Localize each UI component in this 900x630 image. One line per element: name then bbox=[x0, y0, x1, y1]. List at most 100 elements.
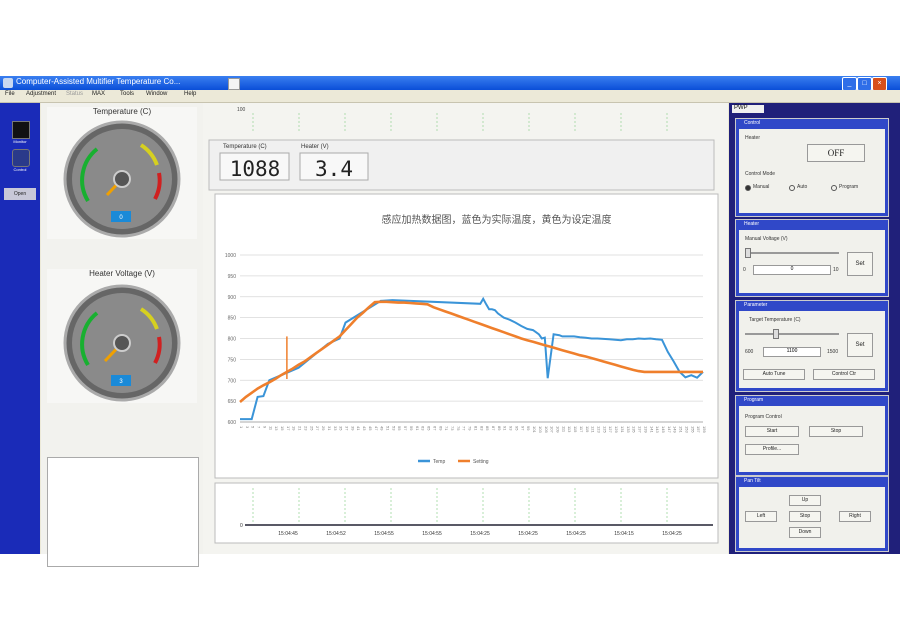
program-start-button[interactable]: Start bbox=[745, 426, 799, 437]
x-tick-label: 45 bbox=[368, 426, 373, 431]
auto-tune-button[interactable]: Auto Tune bbox=[743, 369, 805, 380]
move-down-button[interactable]: Down bbox=[789, 527, 821, 538]
menu-file[interactable]: File bbox=[5, 91, 15, 97]
temperature-gauge-box: Temperature (C) 0 bbox=[47, 107, 197, 239]
bottom-axis-tick: 15:04:55 bbox=[422, 531, 442, 537]
program-panel-title: Program bbox=[744, 397, 764, 403]
x-tick-label: 53 bbox=[391, 426, 396, 431]
log-area bbox=[47, 457, 199, 567]
x-tick-label: 49 bbox=[380, 426, 385, 431]
move-right-button[interactable]: Right bbox=[839, 511, 871, 522]
tab-pwp[interactable]: PWP bbox=[732, 105, 764, 113]
heater-display-label: Heater (V) bbox=[301, 144, 329, 150]
x-tick-label: 95 bbox=[514, 426, 519, 431]
control-panel: Control Heater OFF Control Mode Manual A… bbox=[735, 118, 889, 217]
x-tick-label: 37 bbox=[344, 426, 349, 431]
y-tick-label: 950 bbox=[228, 274, 237, 280]
move-up-button[interactable]: Up bbox=[789, 495, 821, 506]
legend-label-temp: Temp bbox=[433, 459, 445, 465]
voltage-max: 10 bbox=[833, 267, 839, 273]
x-tick-label: 159 bbox=[702, 426, 707, 433]
x-tick-label: 5 bbox=[251, 426, 256, 429]
x-tick-label: 147 bbox=[667, 426, 672, 433]
control-panel-title: Control bbox=[744, 120, 761, 126]
x-tick-label: 105 bbox=[544, 426, 549, 433]
x-tick-label: 69 bbox=[438, 426, 443, 431]
voltage-slider-track[interactable] bbox=[745, 252, 839, 254]
radio-program-label: Program bbox=[839, 184, 859, 190]
x-tick-label: 57 bbox=[403, 426, 408, 431]
radio-program[interactable] bbox=[831, 185, 837, 191]
title-bar: Computer-Assisted Multifier Temperature … bbox=[0, 76, 900, 91]
menu-window[interactable]: Window bbox=[146, 91, 168, 97]
control-ctr-button[interactable]: Control Ctr bbox=[813, 369, 875, 380]
nav-monitor-label: Monitor bbox=[13, 139, 27, 144]
x-tick-label: 115 bbox=[573, 426, 578, 433]
voltage-min: 0 bbox=[743, 267, 746, 273]
minimize-button[interactable]: _ bbox=[842, 77, 857, 91]
x-tick-label: 77 bbox=[462, 426, 467, 431]
bottom-axis-tick: 15:04:25 bbox=[566, 531, 586, 537]
menu-status[interactable]: Status bbox=[66, 91, 84, 97]
close-button[interactable]: × bbox=[872, 77, 887, 91]
x-tick-label: 151 bbox=[679, 426, 684, 433]
x-tick-label: 125 bbox=[602, 426, 607, 433]
move-stop-button[interactable]: Stop bbox=[789, 511, 821, 522]
x-tick-label: 97 bbox=[520, 426, 525, 431]
nav-control-label: Control bbox=[13, 167, 27, 172]
bottom-axis-tick: 15:04:45 bbox=[278, 531, 298, 537]
bottom-axis-tick: 15:04:52 bbox=[326, 531, 346, 537]
temperature-gauge-label: Temperature (C) bbox=[92, 107, 152, 116]
bottom-axis-tick: 15:04:25 bbox=[518, 531, 538, 537]
radio-manual[interactable] bbox=[745, 185, 751, 191]
y-tick-label: 1000 bbox=[225, 253, 236, 259]
x-tick-label: 107 bbox=[550, 426, 555, 433]
program-stop-button[interactable]: Stop bbox=[809, 426, 863, 437]
bottom-axis-left: 0 bbox=[240, 523, 243, 529]
menu-adjustment[interactable]: Adjustment bbox=[26, 91, 57, 97]
x-tick-label: 153 bbox=[684, 426, 689, 433]
x-tick-label: 103 bbox=[538, 426, 543, 433]
x-tick-label: 43 bbox=[362, 426, 367, 431]
x-tick-label: 149 bbox=[673, 426, 678, 433]
monitor-icon[interactable] bbox=[12, 121, 30, 139]
x-tick-label: 89 bbox=[497, 426, 502, 431]
x-tick-label: 135 bbox=[632, 426, 637, 433]
x-tick-label: 81 bbox=[473, 426, 478, 431]
temperature-gauge-readout: 0 bbox=[119, 215, 123, 221]
voltage-gauge-readout: 3 bbox=[119, 379, 123, 385]
menu-help[interactable]: Help bbox=[184, 91, 197, 97]
x-tick-label: 119 bbox=[585, 426, 590, 433]
target-slider-track[interactable] bbox=[745, 333, 839, 335]
x-tick-label: 13 bbox=[274, 426, 279, 431]
target-set-button[interactable]: Set bbox=[847, 333, 873, 357]
radio-manual-label: Manual bbox=[753, 184, 770, 190]
radio-auto[interactable] bbox=[789, 185, 795, 191]
app-window: Computer-Assisted Multifier Temperature … bbox=[0, 76, 900, 567]
nav-sidebar: Monitor Control Open bbox=[0, 103, 40, 554]
target-slider-thumb[interactable] bbox=[773, 329, 779, 339]
menu-max[interactable]: MAX bbox=[92, 91, 106, 97]
target-input[interactable]: 1100 bbox=[763, 347, 821, 357]
menu-tools[interactable]: Tools bbox=[120, 91, 135, 97]
control-icon[interactable] bbox=[12, 149, 30, 167]
program-profile-button[interactable]: Profile... bbox=[745, 444, 799, 455]
y-tick-label: 800 bbox=[228, 337, 237, 343]
voltage-set-button[interactable]: Set bbox=[847, 252, 873, 276]
program-panel: Program Program Control Start Stop Profi… bbox=[735, 395, 889, 476]
nav-open-button[interactable]: Open bbox=[4, 188, 36, 200]
target-min: 600 bbox=[745, 349, 754, 355]
y-tick-label: 850 bbox=[228, 316, 237, 322]
control-mode-label: Control Mode bbox=[745, 171, 776, 177]
x-tick-label: 71 bbox=[444, 426, 449, 431]
maximize-button[interactable]: □ bbox=[857, 77, 872, 91]
move-left-button[interactable]: Left bbox=[745, 511, 777, 522]
x-tick-label: 9 bbox=[262, 426, 267, 429]
heater-off-button[interactable]: OFF bbox=[807, 144, 865, 162]
x-tick-label: 59 bbox=[409, 426, 414, 431]
x-tick-label: 133 bbox=[626, 426, 631, 433]
voltage-slider-thumb[interactable] bbox=[745, 248, 751, 258]
x-tick-label: 11 bbox=[268, 426, 273, 431]
voltage-input[interactable]: 0 bbox=[753, 265, 831, 275]
x-tick-label: 101 bbox=[532, 426, 537, 433]
